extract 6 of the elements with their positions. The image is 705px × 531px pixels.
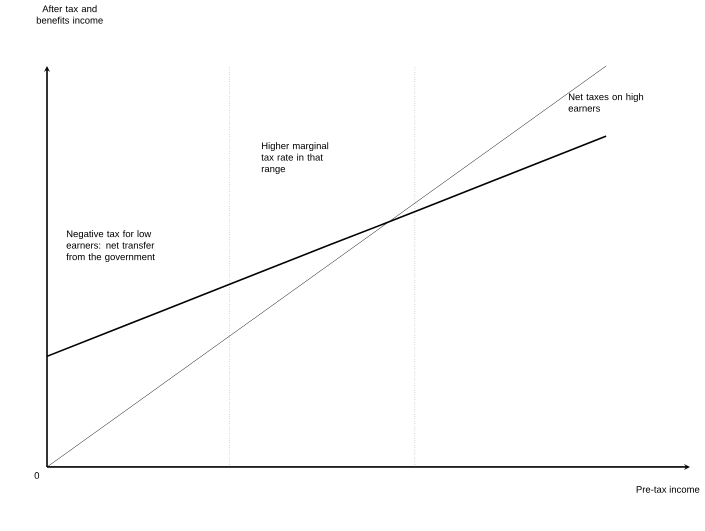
annotation: Net taxes on high earners <box>568 93 644 112</box>
annotation: Negative tax for low earners: net transfer from the government <box>66 230 155 262</box>
y-axis-title: After tax and benefits income <box>36 5 103 24</box>
annotation: Higher marginal tax rate in that range <box>261 142 328 174</box>
text: 0 <box>34 472 40 479</box>
x-axis-title: Pre-tax income <box>636 486 700 493</box>
